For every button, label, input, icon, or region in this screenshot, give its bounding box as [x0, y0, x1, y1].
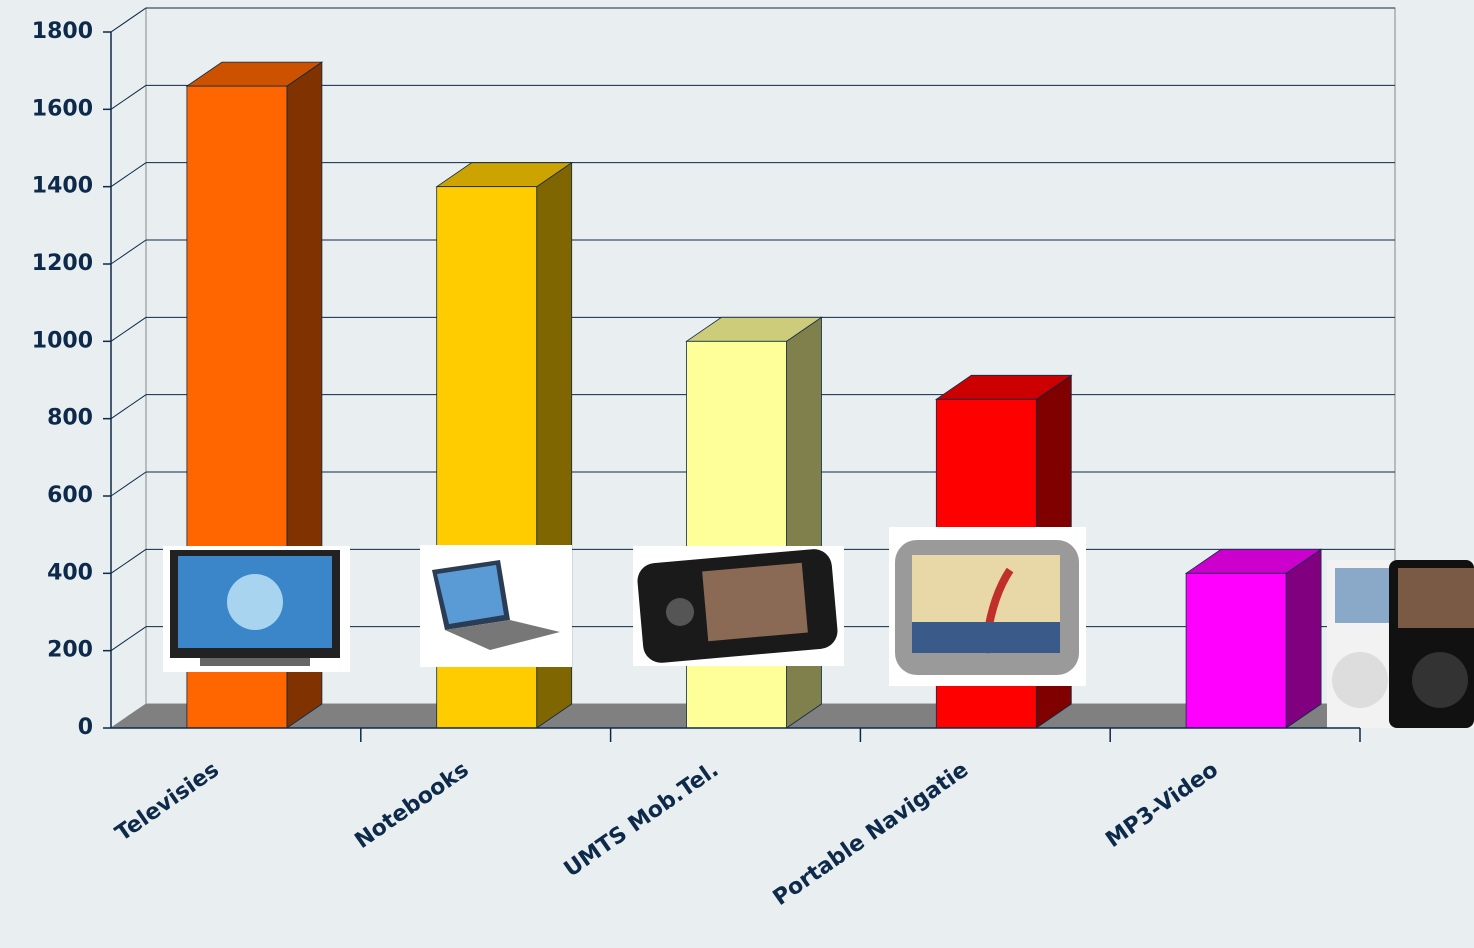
- y-tick-label: 0: [78, 715, 93, 740]
- y-tick-label: 600: [47, 483, 93, 508]
- y-tick-label: 800: [47, 406, 93, 431]
- grid-line: [110, 84, 147, 110]
- y-tick-label: 1000: [32, 328, 93, 353]
- laptop-image: [420, 545, 572, 667]
- y-tick-label: 1200: [32, 251, 93, 276]
- grid-line: [110, 626, 147, 652]
- grid-line: [110, 471, 147, 497]
- y-tick-label: 1600: [32, 96, 93, 121]
- bar-side: [786, 316, 822, 729]
- left-wall: [110, 7, 147, 729]
- grid-line: [110, 7, 147, 33]
- phone-image: [633, 546, 844, 666]
- bar-side: [1285, 548, 1322, 729]
- y-tick-label: 200: [47, 638, 93, 663]
- grid-line: [110, 162, 147, 188]
- grid-line: [110, 548, 147, 574]
- bar: [1185, 572, 1287, 729]
- y-tick-label: 400: [47, 560, 93, 585]
- grid-line: [110, 239, 147, 265]
- gps-image: [889, 527, 1086, 686]
- bar: [686, 340, 787, 729]
- y-tick-label: 1400: [32, 174, 93, 199]
- tv-image: [163, 546, 350, 672]
- y-tick-label: 1800: [32, 19, 93, 44]
- product-images: [163, 527, 1474, 728]
- ipod-image: [1327, 560, 1474, 728]
- grid-line: [110, 316, 147, 342]
- grid-line: [110, 394, 147, 420]
